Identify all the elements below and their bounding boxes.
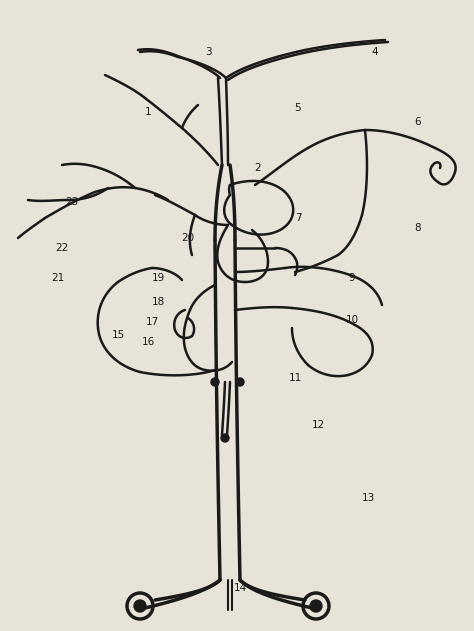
Text: 17: 17 bbox=[146, 317, 159, 327]
Text: 7: 7 bbox=[295, 213, 301, 223]
Text: 10: 10 bbox=[346, 315, 358, 325]
Circle shape bbox=[134, 600, 146, 612]
Text: 1: 1 bbox=[145, 107, 151, 117]
Text: 12: 12 bbox=[311, 420, 325, 430]
Text: 8: 8 bbox=[415, 223, 421, 233]
Circle shape bbox=[310, 600, 322, 612]
Text: 19: 19 bbox=[151, 273, 164, 283]
Text: 6: 6 bbox=[415, 117, 421, 127]
Text: 23: 23 bbox=[65, 197, 79, 207]
Text: 11: 11 bbox=[288, 373, 301, 383]
Circle shape bbox=[211, 378, 219, 386]
Text: 4: 4 bbox=[372, 47, 378, 57]
Text: 5: 5 bbox=[295, 103, 301, 113]
Circle shape bbox=[221, 434, 229, 442]
Text: 9: 9 bbox=[349, 273, 356, 283]
Text: 16: 16 bbox=[141, 337, 155, 347]
Circle shape bbox=[236, 378, 244, 386]
Text: 2: 2 bbox=[255, 163, 261, 173]
Text: 18: 18 bbox=[151, 297, 164, 307]
Text: 13: 13 bbox=[361, 493, 374, 503]
Text: 14: 14 bbox=[233, 583, 246, 593]
Text: 22: 22 bbox=[55, 243, 69, 253]
Text: 21: 21 bbox=[51, 273, 64, 283]
Text: 15: 15 bbox=[111, 330, 125, 340]
Text: 20: 20 bbox=[182, 233, 194, 243]
Text: 3: 3 bbox=[205, 47, 211, 57]
